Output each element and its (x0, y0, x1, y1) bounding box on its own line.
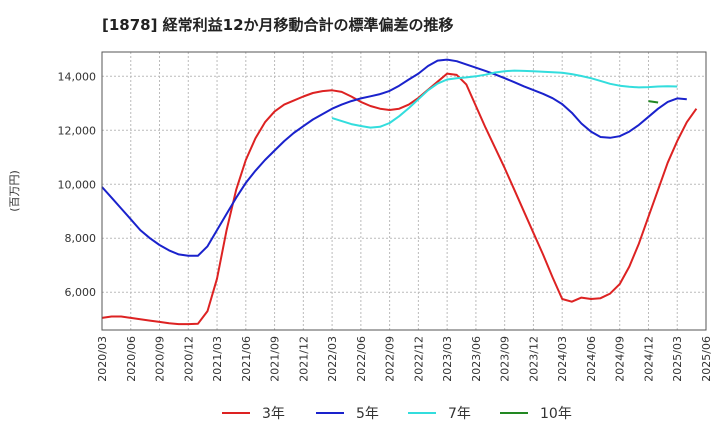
x-tick-label: 2021/09 (269, 336, 282, 382)
x-tick-label: 2021/03 (211, 336, 224, 382)
legend-label: 5年 (356, 406, 379, 422)
legend-label: 10年 (540, 406, 572, 422)
y-tick-label: 8,000 (65, 232, 97, 245)
x-tick-label: 2022/12 (412, 336, 425, 382)
grid (101, 52, 707, 330)
legend-label: 3年 (262, 406, 285, 422)
x-tick-label: 2022/03 (326, 336, 339, 382)
x-tick-label: 2023/09 (499, 336, 512, 382)
legend-label: 7年 (448, 406, 471, 422)
y-ticks: 6,000 8,000 10,000 12,000 14,000 (58, 70, 97, 299)
legend: 3年 5年 7年 10年 (222, 406, 572, 422)
x-ticks: 2020/03 2020/06 2020/09 2020/12 2021/03 2021/… (96, 336, 713, 382)
y-tick-label: 10,000 (58, 178, 97, 191)
y-tick-label: 12,000 (58, 124, 97, 137)
plot-frame (101, 51, 707, 331)
y-tick-label: 6,000 (65, 286, 97, 299)
series-line-10年 (648, 100, 659, 104)
series-line-7年 (331, 69, 678, 129)
x-tick-label: 2020/03 (96, 336, 109, 382)
series-line-3年 (101, 72, 698, 326)
x-tick-label: 2024/12 (642, 336, 655, 382)
x-tick-label: 2025/03 (671, 336, 684, 382)
series-lines (101, 58, 698, 326)
x-tick-label: 2021/06 (240, 336, 253, 382)
x-tick-label: 2022/06 (355, 336, 368, 382)
x-tick-label: 2020/06 (125, 336, 138, 382)
x-tick-label: 2022/09 (384, 336, 397, 382)
x-tick-label: 2020/09 (154, 336, 167, 382)
x-tick-label: 2023/03 (441, 336, 454, 382)
x-tick-label: 2024/03 (556, 336, 569, 382)
x-tick-label: 2023/06 (470, 336, 483, 382)
series-line-5年 (101, 58, 687, 257)
x-tick-label: 2020/12 (182, 336, 195, 382)
x-tick-label: 2024/09 (614, 336, 627, 382)
y-tick-label: 14,000 (58, 70, 97, 83)
x-tick-label: 2024/06 (585, 336, 598, 382)
x-tick-label: 2021/12 (297, 336, 310, 382)
y-axis-label: (百万円) (8, 170, 21, 212)
chart-title: [1878] 経常利益12か月移動合計の標準偏差の推移 (102, 16, 454, 34)
x-tick-label: 2023/12 (527, 336, 540, 382)
x-tick-label: 2025/06 (700, 336, 713, 382)
